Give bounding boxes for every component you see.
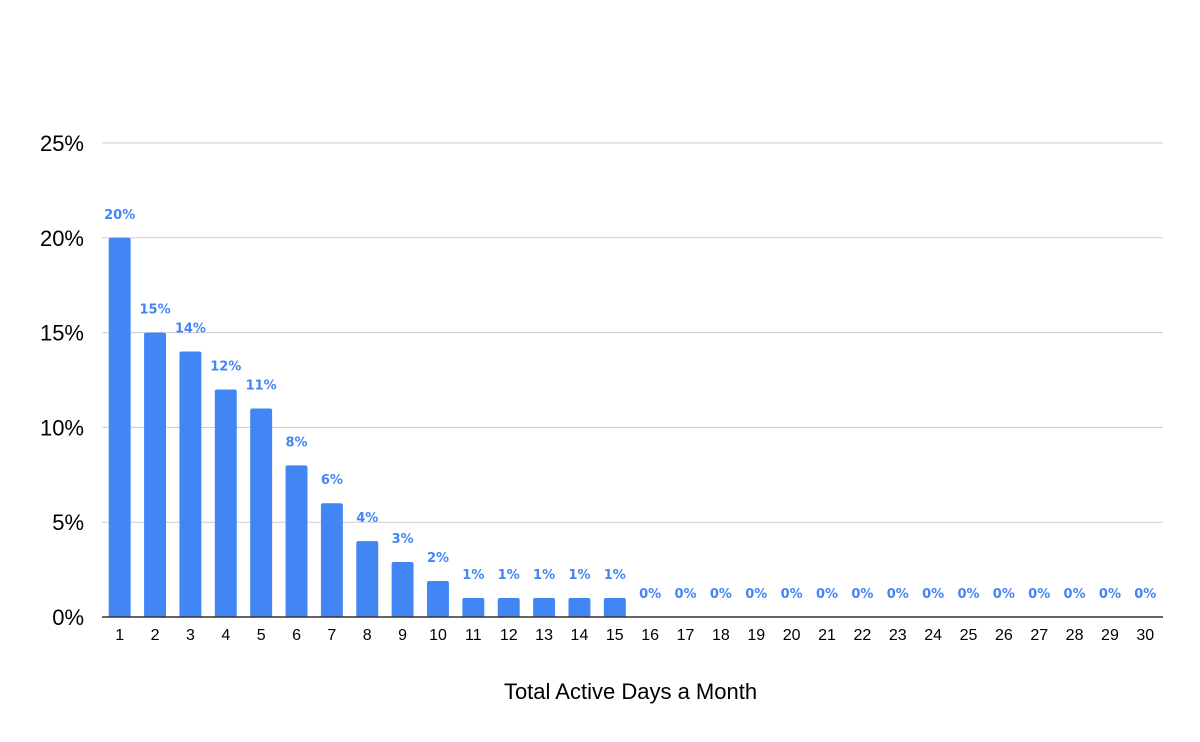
y-tick-label: 20% xyxy=(40,226,84,251)
x-tick-label: 19 xyxy=(747,627,765,644)
x-tick-label: 2 xyxy=(151,627,160,644)
x-tick-label: 28 xyxy=(1066,627,1084,644)
x-axis-title: Total Active Days a Month xyxy=(504,679,757,704)
x-tick-label: 25 xyxy=(960,627,978,644)
data-label: 0% xyxy=(816,587,838,602)
x-tick-label: 9 xyxy=(398,627,407,644)
data-label: 1% xyxy=(604,568,626,583)
data-label: 4% xyxy=(356,511,378,526)
y-tick-label: 5% xyxy=(52,510,84,535)
x-tick-label: 13 xyxy=(535,627,553,644)
data-label: 6% xyxy=(321,473,343,488)
x-axis-ticks: 1 2 3 4 5 6 7 8 9 10 11 12 13 14 15 16 17 18 19 20 21 22 23 24 2… xyxy=(115,627,1154,644)
data-label: 1% xyxy=(462,568,484,583)
y-tick-label: 15% xyxy=(40,321,84,346)
data-label: 0% xyxy=(993,587,1015,602)
x-tick-label: 21 xyxy=(818,627,836,644)
x-tick-label: 15 xyxy=(606,627,624,644)
x-tick-label: 17 xyxy=(677,627,695,644)
y-tick-label: 10% xyxy=(40,415,84,440)
x-tick-label: 26 xyxy=(995,627,1013,644)
data-label: 0% xyxy=(957,587,979,602)
x-tick-label: 27 xyxy=(1030,627,1048,644)
bar xyxy=(497,598,520,617)
data-label: 15% xyxy=(139,303,170,318)
x-tick-label: 12 xyxy=(500,627,518,644)
data-label: 12% xyxy=(210,359,241,374)
data-label: 0% xyxy=(851,587,873,602)
data-label: 11% xyxy=(246,378,277,393)
data-label: 1% xyxy=(498,568,520,583)
x-tick-label: 29 xyxy=(1101,627,1119,644)
bar xyxy=(179,351,202,617)
x-tick-label: 6 xyxy=(292,627,301,644)
x-tick-label: 10 xyxy=(429,627,447,644)
x-tick-label: 5 xyxy=(257,627,266,644)
data-label: 0% xyxy=(745,587,767,602)
bar xyxy=(250,408,273,617)
bar xyxy=(320,503,343,617)
data-label: 2% xyxy=(427,551,449,566)
data-label: 0% xyxy=(1099,587,1121,602)
x-tick-label: 24 xyxy=(924,627,942,644)
x-tick-label: 7 xyxy=(327,627,336,644)
data-label: 0% xyxy=(1028,587,1050,602)
data-label: 1% xyxy=(568,568,590,583)
x-tick-label: 11 xyxy=(465,627,482,644)
bar xyxy=(108,237,131,618)
data-label: 0% xyxy=(675,587,697,602)
data-label: 8% xyxy=(285,435,307,450)
x-tick-label: 22 xyxy=(853,627,871,644)
y-tick-label: 25% xyxy=(40,131,84,156)
data-label: 0% xyxy=(710,587,732,602)
data-label: 14% xyxy=(175,322,206,337)
data-label: 3% xyxy=(392,532,414,547)
bar xyxy=(568,598,591,617)
bar xyxy=(603,598,626,617)
x-tick-label: 18 xyxy=(712,627,730,644)
data-label: 0% xyxy=(781,587,803,602)
y-axis-ticks: 0% 5% 10% 15% 20% 25% xyxy=(40,131,84,630)
x-tick-label: 30 xyxy=(1136,627,1154,644)
data-label: 0% xyxy=(887,587,909,602)
bar xyxy=(391,562,414,617)
bar xyxy=(356,541,379,617)
bar xyxy=(427,580,449,617)
gridlines xyxy=(102,142,1163,523)
data-label: 0% xyxy=(1134,587,1156,602)
bar xyxy=(462,598,485,617)
bars xyxy=(108,237,626,618)
x-tick-label: 20 xyxy=(783,627,801,644)
x-tick-label: 3 xyxy=(186,627,195,644)
data-label: 1% xyxy=(533,568,555,583)
x-tick-label: 8 xyxy=(363,627,372,644)
bar xyxy=(533,598,556,617)
x-tick-label: 4 xyxy=(221,627,230,644)
data-label: 0% xyxy=(639,587,661,602)
bar xyxy=(285,465,308,617)
x-tick-label: 1 xyxy=(115,627,124,644)
x-tick-label: 14 xyxy=(571,627,589,644)
x-tick-label: 23 xyxy=(889,627,907,644)
data-label: 20% xyxy=(104,208,135,223)
data-labels: 20% 15% 14% 12% 11% 8% 6% 4% 3% 2% 1% 1% 1% 1% 1% 0% 0% 0… xyxy=(104,208,1156,602)
bar xyxy=(144,332,167,617)
data-label: 0% xyxy=(922,587,944,602)
bar xyxy=(214,389,237,617)
x-tick-label: 16 xyxy=(641,627,659,644)
data-label: 0% xyxy=(1064,587,1086,602)
y-tick-label: 0% xyxy=(52,605,84,630)
